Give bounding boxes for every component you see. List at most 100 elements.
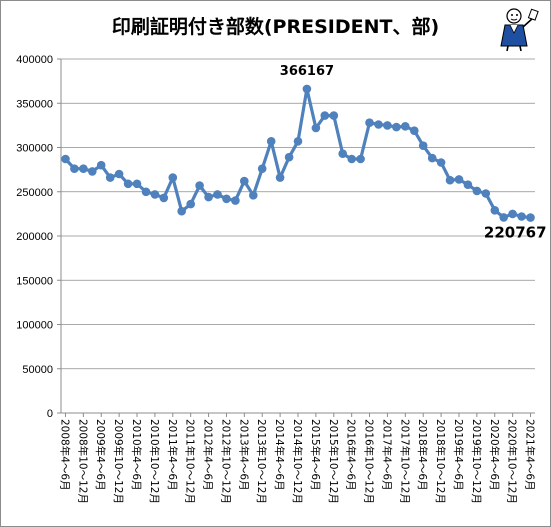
data-point [105, 173, 115, 182]
x-tick-label: 2009年10～12月 [112, 419, 125, 504]
x-tick-label: 2018年4～6月 [416, 419, 429, 491]
data-point [374, 120, 383, 129]
series-line [64, 87, 531, 220]
data-point [257, 164, 267, 173]
data-point [401, 122, 410, 131]
x-axis-tick-labels: 2008年4～6月 2008年10～12月 2009年4～6月 2009年10～12月… [58, 419, 536, 504]
data-point [61, 154, 70, 164]
data-point [150, 190, 160, 199]
data-point [356, 154, 365, 164]
y-tick-label: 100000 [16, 320, 53, 332]
data-point [427, 153, 437, 163]
series-points [61, 84, 535, 222]
data-point [168, 173, 178, 182]
chart-title: 印刷証明付き部数(PRESIDENT、部) [111, 16, 440, 38]
series-line-path [64, 87, 531, 220]
data-point [132, 179, 142, 189]
data-point [329, 111, 339, 120]
x-tick-label: 2012年10～12月 [219, 419, 232, 504]
mascot-illustration-icon [500, 8, 539, 52]
data-point [347, 154, 357, 164]
x-tick-label: 2020年4～6月 [488, 419, 501, 491]
data-point [70, 164, 79, 173]
data-point [231, 196, 240, 205]
annotations: 366167 220767 [280, 64, 547, 242]
data-point [418, 141, 428, 150]
x-tick-label: 2011年4～6月 [166, 419, 179, 491]
data-point [249, 191, 258, 200]
x-tick-label: 2010年10～12月 [148, 419, 161, 504]
axes [60, 59, 535, 417]
x-tick-label: 2013年10～12月 [255, 419, 268, 504]
data-point [213, 190, 222, 199]
data-point [222, 194, 231, 204]
x-tick-label: 2014年4～6月 [273, 419, 286, 491]
data-point [159, 193, 169, 203]
data-point [499, 213, 509, 222]
data-point [88, 167, 97, 176]
x-tick-label: 2008年10～12月 [76, 419, 89, 504]
data-point [186, 199, 195, 209]
x-tick-label: 2019年4～6月 [452, 419, 465, 491]
data-point [463, 180, 473, 189]
x-tick-label: 2020年10～12月 [506, 419, 519, 504]
y-tick-label: 350000 [16, 98, 53, 110]
data-point [311, 123, 321, 133]
data-point [302, 84, 312, 94]
x-tick-label: 2016年4～6月 [345, 419, 358, 491]
x-tick-label: 2018年10～12月 [434, 419, 447, 504]
data-point [436, 158, 446, 167]
y-tick-label: 300000 [16, 143, 53, 155]
data-point [320, 111, 330, 120]
y-tick-label: 0 [47, 408, 53, 420]
data-point [284, 152, 294, 162]
peak-value-label: 366167 [280, 64, 334, 79]
x-tick-label: 2013年4～6月 [237, 419, 250, 491]
x-tick-label: 2021年4～6月 [524, 419, 537, 491]
data-point [472, 186, 482, 196]
x-tick-label: 2019年10～12月 [470, 419, 483, 504]
data-point [114, 169, 124, 179]
x-tick-label: 2016年10～12月 [363, 419, 376, 504]
data-point [454, 175, 464, 184]
y-tick-label: 250000 [16, 187, 53, 199]
data-point [79, 164, 88, 173]
data-point [96, 160, 106, 170]
y-axis-tick-labels: 0 50000 100000 150000 200000 250000 300000 3500… [16, 54, 53, 420]
x-tick-label: 2011年10～12月 [184, 419, 197, 504]
data-point [526, 213, 535, 222]
x-tick-label: 2017年10～12月 [398, 419, 411, 504]
data-point [123, 179, 133, 189]
data-point [240, 176, 249, 186]
data-point [204, 192, 213, 202]
data-point [365, 118, 374, 127]
gridlines [57, 58, 535, 414]
data-point [266, 137, 276, 146]
data-point [338, 149, 348, 158]
x-tick-label: 2008年4～6月 [58, 419, 71, 491]
data-point [481, 189, 491, 198]
x-tick-label: 2012年4～6月 [202, 419, 215, 491]
data-point [410, 126, 419, 135]
data-point [141, 187, 151, 197]
data-point [392, 122, 401, 132]
x-tick-label: 2014年10～12月 [291, 419, 304, 504]
latest-value-label: 220767 [484, 224, 547, 242]
data-point [177, 206, 186, 216]
data-point [508, 209, 517, 219]
data-point [195, 181, 204, 190]
data-point [445, 175, 455, 185]
y-tick-label: 200000 [16, 231, 53, 243]
data-point [490, 206, 500, 215]
x-tick-label: 2017年4～6月 [380, 419, 393, 491]
data-point [383, 121, 392, 130]
y-tick-label: 50000 [22, 364, 53, 376]
data-point [275, 173, 285, 182]
data-point [293, 137, 303, 146]
y-tick-label: 400000 [16, 54, 53, 66]
x-tick-label: 2010年4～6月 [130, 419, 143, 491]
y-tick-label: 150000 [16, 275, 53, 287]
data-point [517, 212, 526, 221]
